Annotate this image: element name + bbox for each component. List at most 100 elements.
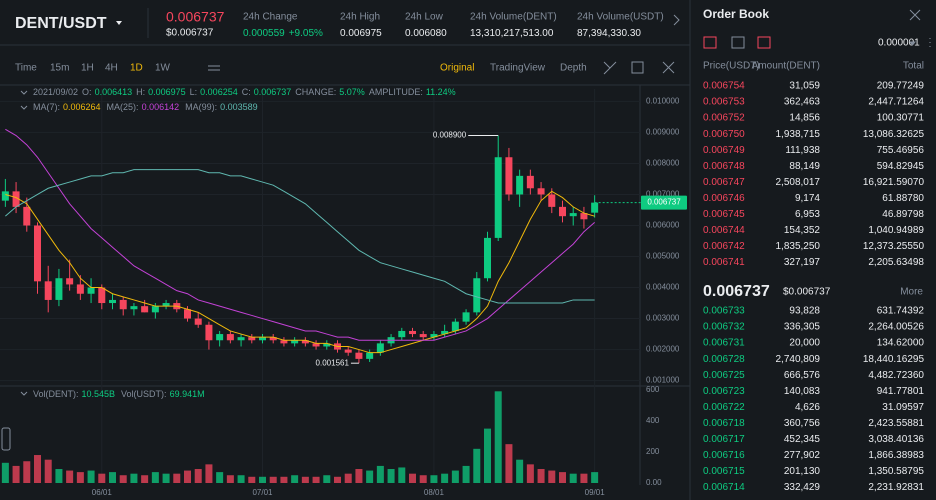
book-last-price: 0.006737 [703, 283, 770, 300]
view-tab[interactable]: TradingView [490, 63, 546, 74]
ask-cell[interactable]: 0.006752 [703, 113, 745, 124]
mode-bids-icon[interactable] [731, 36, 745, 49]
ask-cell: 362,463 [784, 97, 821, 108]
candle-body [216, 334, 224, 341]
ask-cell[interactable]: 0.006754 [703, 81, 745, 92]
candle-body [205, 324, 213, 341]
volume-bar [344, 473, 352, 483]
expand-icon[interactable] [603, 61, 617, 75]
interval-tab[interactable]: 1D [130, 63, 143, 74]
stat-value-text: 87,394,330.30 [577, 28, 641, 39]
bid-cell[interactable]: 0.006718 [703, 418, 745, 429]
volume-legend-label: Vol(USDT): [121, 389, 167, 399]
pair[interactable]: DENT/USDT [15, 15, 107, 32]
last-price-tag-label: 0.006737 [647, 198, 681, 207]
ask-cell[interactable]: 0.006742 [703, 241, 745, 252]
volume-bar [34, 455, 41, 483]
mode-both-icon[interactable] [703, 36, 717, 49]
interval-tab[interactable]: 1W [155, 63, 171, 74]
ask-cell[interactable]: 0.006746 [703, 193, 745, 204]
ask-cell[interactable]: 0.006744 [703, 225, 745, 236]
volume-bar [280, 476, 288, 483]
volume-bar [184, 470, 191, 483]
bid-cell[interactable]: 0.006715 [703, 466, 745, 477]
volume-legend-value: 69.941M [170, 389, 205, 399]
collapse-icon[interactable] [20, 105, 28, 110]
ma-value: 0.006142 [142, 102, 180, 112]
volume-bar [55, 469, 63, 483]
stat-value-text: 0.000559 [243, 28, 285, 39]
ask-cell[interactable]: 0.006745 [703, 209, 745, 220]
volume-bar [334, 476, 341, 483]
ask-cell: 61.88780 [882, 193, 924, 204]
candle-body [151, 306, 159, 313]
volume-bar [194, 469, 202, 483]
more-link[interactable]: More [900, 287, 923, 298]
collapse-icon[interactable] [20, 391, 28, 396]
interval-tab[interactable]: 4H [105, 63, 118, 74]
ask-cell[interactable]: 0.006750 [703, 129, 745, 140]
ask-cell: 111,938 [785, 145, 820, 156]
interval-tab[interactable]: 1H [81, 63, 94, 74]
ask-cell: 1,938,715 [776, 129, 821, 140]
volume-bar [130, 473, 138, 483]
stat-value: 0.006080 [405, 28, 447, 39]
low-label: 0.001561 [316, 358, 350, 367]
volume-bar [259, 476, 266, 483]
collapse-icon[interactable] [20, 90, 28, 95]
candle-body [419, 334, 427, 338]
close-icon[interactable] [662, 61, 675, 74]
volume-bar [419, 475, 427, 483]
stat-label: 24h Volume(DENT) [470, 12, 557, 23]
bid-cell[interactable]: 0.006717 [703, 434, 745, 445]
info-value: 0.006737 [254, 87, 292, 97]
stat-value-text: 13,310,217,513.00 [470, 28, 554, 39]
ask-cell[interactable]: 0.006741 [703, 257, 745, 268]
candle-body [194, 318, 202, 325]
next-icon[interactable] [673, 14, 680, 26]
view-tab[interactable]: Original [440, 63, 474, 74]
book-mode-icons [703, 36, 771, 49]
layout-icon[interactable] [631, 61, 644, 74]
stat-value-text: 0.006975 [340, 28, 382, 39]
interval-tab[interactable]: 15m [50, 63, 69, 74]
stat-value-text: 0.006080 [405, 28, 447, 39]
volume-bar [409, 473, 416, 483]
bid-cell[interactable]: 0.006733 [703, 306, 745, 317]
side-handle[interactable] [1, 427, 11, 451]
bid-cell[interactable]: 0.006725 [703, 370, 745, 381]
bid-cell[interactable]: 0.006732 [703, 322, 745, 333]
bid-cell[interactable]: 0.006731 [703, 338, 745, 349]
precision[interactable]: 0.000001 [878, 38, 920, 49]
volume-bar [216, 472, 224, 483]
bid-cell[interactable]: 0.006714 [703, 482, 745, 493]
ask-cell[interactable]: 0.006749 [703, 145, 745, 156]
ask-cell: 13,086.32625 [863, 129, 925, 140]
mode-asks-icon[interactable] [757, 36, 771, 49]
volume-bar [269, 476, 277, 483]
y-tick-label: 0.008000 [646, 159, 680, 168]
volume-bar [473, 448, 481, 483]
settings-icon[interactable] [208, 65, 220, 71]
y-tick-label: 0.002000 [646, 345, 680, 354]
close-icon[interactable] [909, 9, 921, 21]
ask-cell: 327,197 [784, 257, 821, 268]
bid-cell[interactable]: 0.006722 [703, 402, 745, 413]
column-header: Price(USDT) [703, 61, 760, 72]
candle-body [301, 340, 309, 344]
ask-cell[interactable]: 0.006748 [703, 161, 745, 172]
ask-cell[interactable]: 0.006753 [703, 97, 745, 108]
view-tab[interactable]: Depth [560, 63, 587, 74]
book-last-price-usd: $0.006737 [783, 287, 831, 298]
candle-body [34, 225, 41, 282]
bid-cell[interactable]: 0.006723 [703, 386, 745, 397]
precision-menu[interactable] [908, 38, 931, 47]
y2-tick-label: 0.00 [646, 478, 662, 487]
bid-cell[interactable]: 0.006716 [703, 450, 745, 461]
dropdown-icon[interactable] [116, 21, 122, 25]
stat-value: 13,310,217,513.00 [470, 28, 554, 39]
ask-cell[interactable]: 0.006747 [703, 177, 745, 188]
info-label: CHANGE: [295, 87, 336, 97]
bid-cell[interactable]: 0.006728 [703, 354, 745, 365]
interval-tab[interactable]: Time [15, 63, 37, 74]
